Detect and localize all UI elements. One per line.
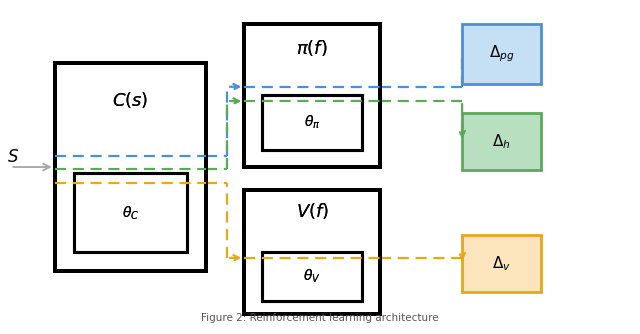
Text: $C(s)$: $C(s)$: [112, 90, 148, 110]
Text: $\theta_C$: $\theta_C$: [122, 204, 139, 221]
Text: $V(f)$: $V(f)$: [296, 201, 329, 221]
Text: $V(f)$: $V(f)$: [296, 201, 329, 221]
FancyBboxPatch shape: [244, 190, 380, 314]
FancyBboxPatch shape: [262, 95, 362, 150]
Text: Figure 2: Reinforcement learning architecture: Figure 2: Reinforcement learning archite…: [201, 313, 439, 323]
Text: $\Delta_{pg}$: $\Delta_{pg}$: [489, 43, 515, 64]
FancyBboxPatch shape: [244, 24, 380, 167]
FancyBboxPatch shape: [74, 173, 187, 253]
Text: $S$: $S$: [7, 148, 19, 166]
Text: $\Delta_v$: $\Delta_v$: [492, 255, 511, 273]
FancyBboxPatch shape: [462, 235, 541, 292]
FancyBboxPatch shape: [462, 24, 541, 84]
FancyBboxPatch shape: [54, 63, 206, 271]
FancyBboxPatch shape: [262, 252, 362, 301]
Text: $\theta_V$: $\theta_V$: [303, 268, 321, 285]
FancyBboxPatch shape: [462, 113, 541, 170]
Text: $\pi(f)$: $\pi(f)$: [296, 38, 328, 58]
Text: $\Delta_h$: $\Delta_h$: [492, 132, 511, 151]
Text: $C(s)$: $C(s)$: [112, 90, 148, 110]
Text: $\pi(f)$: $\pi(f)$: [296, 38, 328, 58]
Text: $\theta_\pi$: $\theta_\pi$: [304, 114, 321, 131]
Text: $\theta_\pi$: $\theta_\pi$: [304, 114, 321, 131]
Text: $\theta_C$: $\theta_C$: [122, 204, 139, 221]
Text: $\theta_V$: $\theta_V$: [303, 268, 321, 285]
